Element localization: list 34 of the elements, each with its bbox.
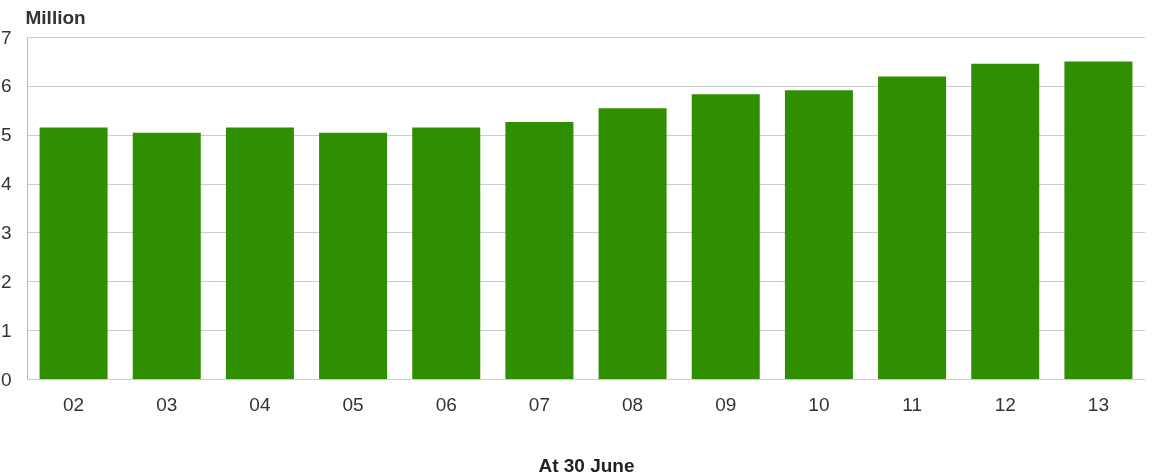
y-tick-label: 0 [0, 368, 12, 390]
bar [691, 94, 760, 379]
bar [132, 132, 201, 379]
bar [505, 122, 574, 379]
bar [39, 127, 108, 379]
y-tick-label: 6 [0, 75, 12, 97]
x-tick-label: 06 [435, 393, 457, 415]
x-tick-label: 03 [156, 393, 178, 415]
x-tick-label: 10 [808, 393, 830, 415]
y-tick-label: 2 [0, 270, 12, 292]
bar [598, 108, 667, 379]
y-tick-label: 4 [0, 173, 12, 195]
y-tick-label: 5 [0, 124, 12, 146]
bar [1064, 61, 1133, 379]
x-tick-label: 08 [622, 393, 644, 415]
x-tick-label: 13 [1087, 393, 1109, 415]
x-tick-label: 12 [994, 393, 1016, 415]
bar [225, 127, 294, 379]
x-tick-label: 11 [902, 393, 922, 415]
x-tick-label: 04 [249, 393, 271, 415]
x-tick-label: 07 [528, 393, 550, 415]
bar [412, 127, 481, 379]
y-tick-label: 7 [0, 26, 12, 48]
x-axis-title: At 30 June [538, 454, 635, 474]
x-tick-label: 05 [342, 393, 364, 415]
y-tick-label: 3 [0, 221, 12, 243]
bar [784, 90, 853, 379]
x-tick-label: 02 [63, 393, 85, 415]
y-axis-title: Million [25, 6, 86, 28]
y-tick-label: 1 [0, 319, 12, 341]
bar [878, 76, 947, 379]
bar [319, 132, 388, 379]
bar [971, 63, 1040, 379]
x-tick-label: 09 [715, 393, 737, 415]
